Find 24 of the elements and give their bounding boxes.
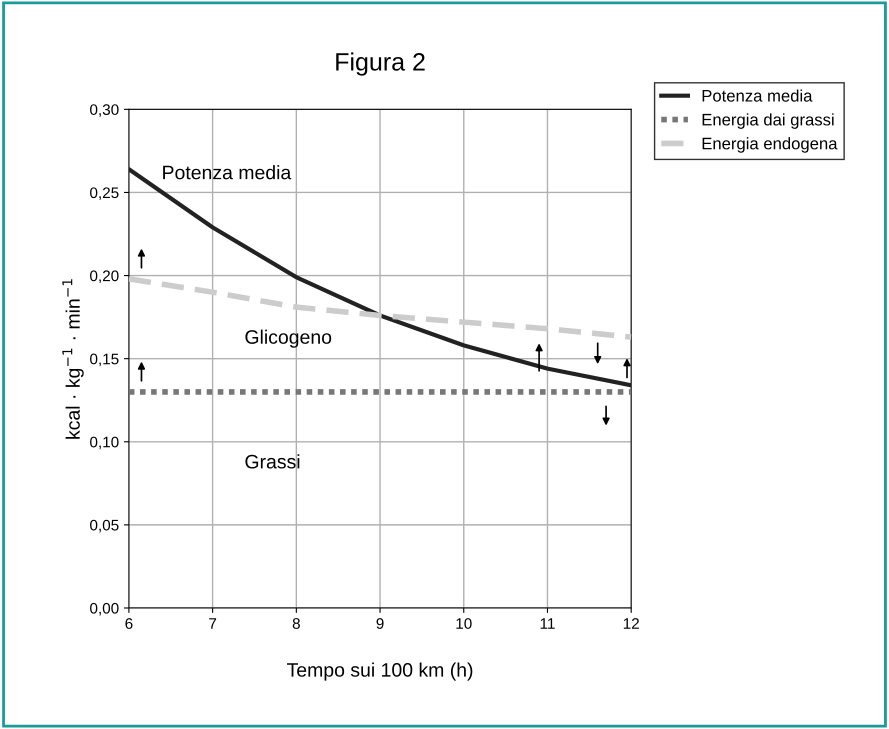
x-tick-label: 8: [292, 618, 300, 629]
x-tick-label: 10: [456, 618, 472, 629]
annotation: Potenza media: [163, 165, 292, 180]
y-tick-label: 0,15: [90, 354, 119, 366]
legend-label: Energia endogena: [702, 137, 838, 153]
legend-label: Potenza media: [702, 89, 812, 102]
x-tick-label: 11: [540, 618, 555, 629]
x-tick-label: 6: [125, 618, 132, 629]
x-tick-label: 7: [209, 618, 216, 629]
y-tick-label: 0,05: [90, 520, 119, 532]
x-tick-label: 12: [624, 618, 639, 629]
x-tick-label: 9: [376, 618, 384, 629]
annotation: Grassi: [245, 454, 300, 469]
y-axis-title: kcal · kg$^{−1}$ · min$^{−1}$: [62, 279, 84, 439]
x-axis-title: Tempo sui 100 km (h): [287, 662, 472, 681]
annotation: Glicogeno: [245, 330, 332, 348]
legend-label: Energia dai grassi: [702, 113, 834, 129]
y-tick-label: 0,25: [90, 187, 119, 200]
y-tick-label: 0,20: [90, 270, 119, 284]
y-tick-label: 0,30: [90, 104, 119, 117]
y-tick-label: 0,10: [90, 436, 119, 450]
chart-title: Figura 2: [336, 52, 425, 76]
line-series: [128, 167, 632, 388]
y-tick-label: 0,00: [90, 602, 119, 616]
